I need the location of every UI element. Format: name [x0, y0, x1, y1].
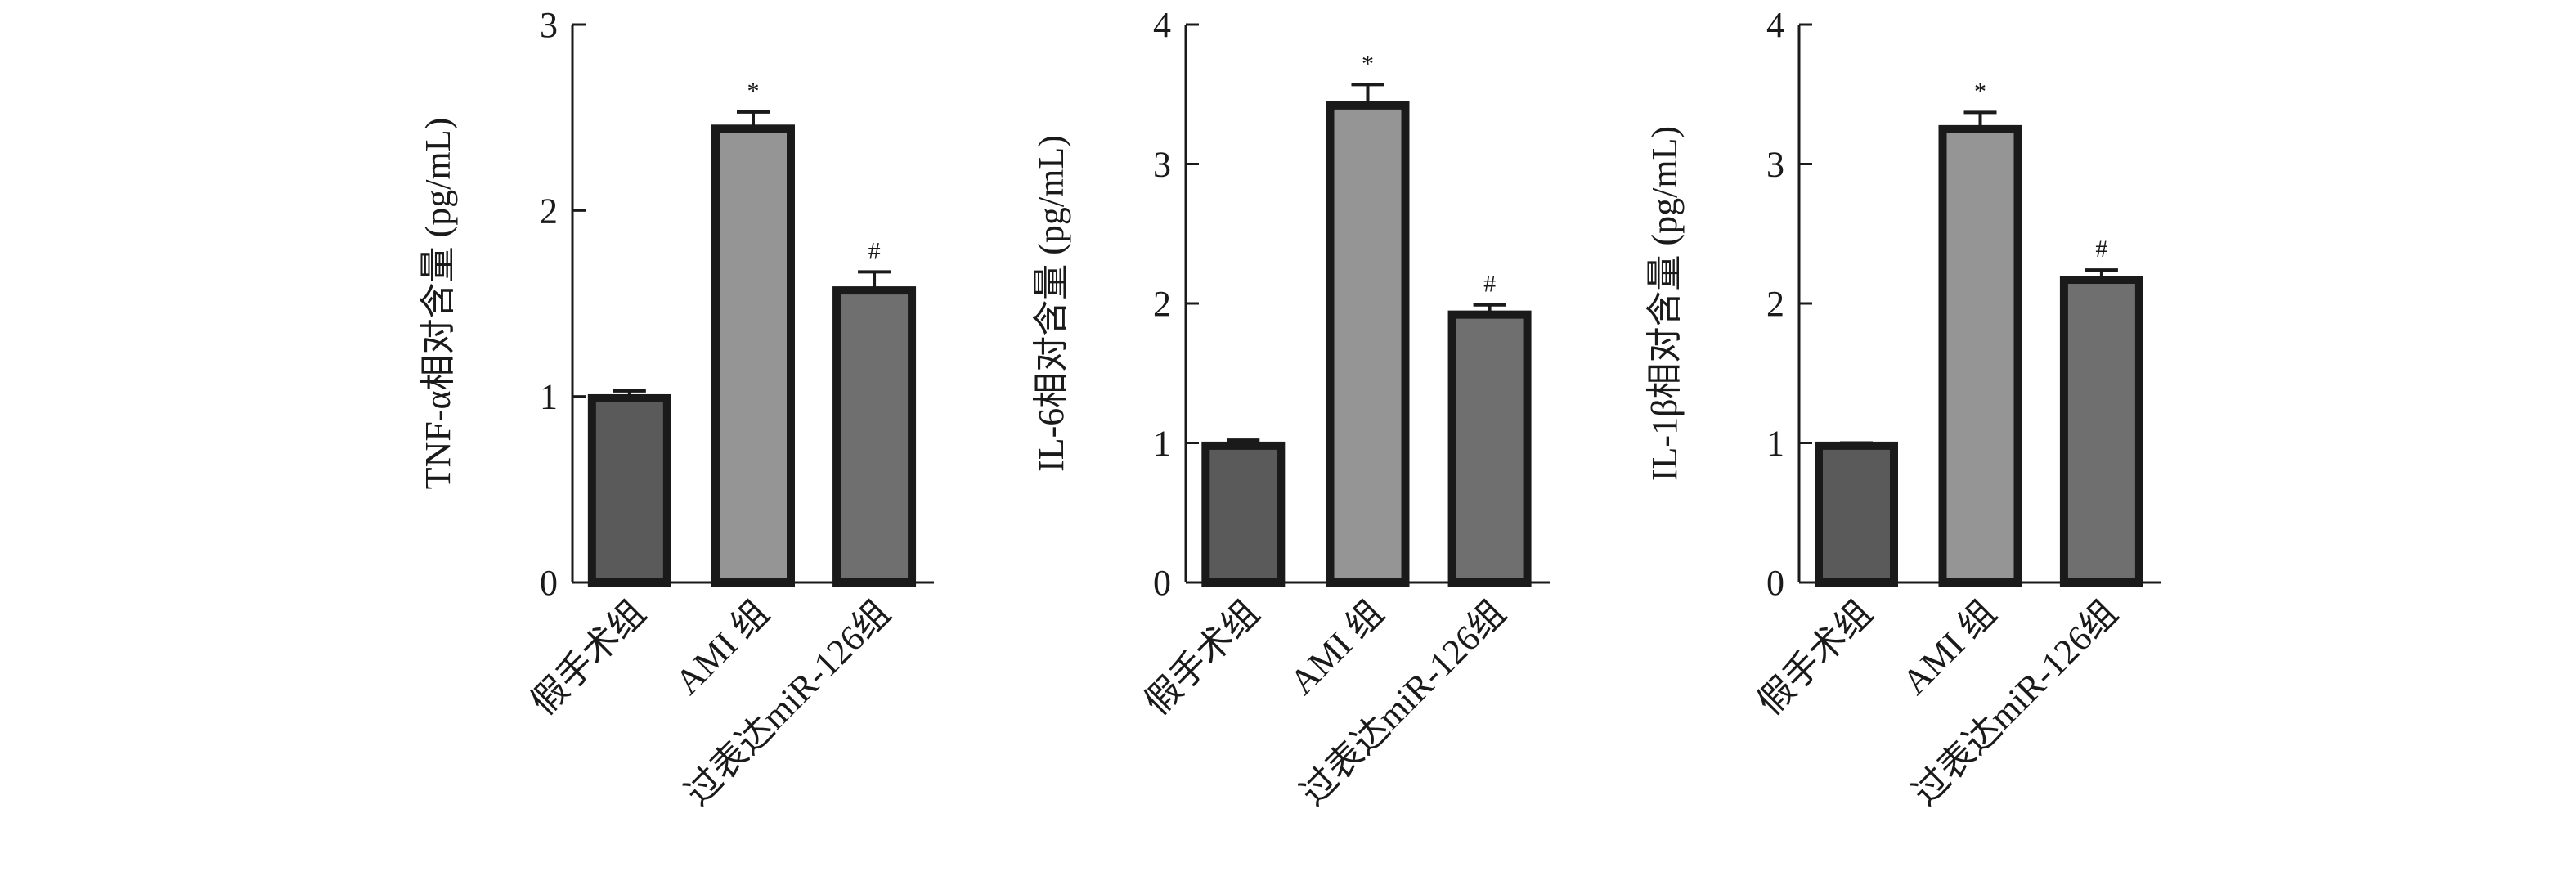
x-tick-label: AMI 组: [1282, 592, 1392, 702]
bar-3: [832, 286, 917, 587]
y-tick-label: 2: [1766, 284, 1784, 324]
chart-panel-3: 0 1 2 3 4 IL-1β相对含量 (pg/mL) 假手术组 * AMI 组 # 过表达miR-…: [1645, 5, 2161, 813]
x-tick-label: 过表达miR-126组: [1293, 592, 1514, 813]
x-tick-label: 过表达miR-126组: [1905, 592, 2125, 813]
x-tick-label: AMI 组: [667, 592, 777, 702]
chart-panel-1: 0 1 2 3 TNF-α相对含量 (pg/mL) 假手术组 * AMI 组 # 过表达miR-1…: [418, 5, 934, 813]
bar-2: [1326, 101, 1410, 587]
y-axis-title: IL-1β相对含量 (pg/mL): [1645, 126, 1685, 481]
significance-mark: *: [1362, 50, 1374, 77]
y-tick-label: 3: [540, 5, 558, 45]
y-tick-label: 1: [540, 377, 558, 417]
y-axis-title: IL-6相对含量 (pg/mL): [1031, 135, 1071, 472]
y-tick-label: 1: [1766, 424, 1784, 464]
bar-1: [1201, 441, 1286, 587]
y-tick-label: 0: [1766, 563, 1784, 603]
significance-mark: *: [747, 78, 760, 105]
y-tick-label: 1: [1153, 424, 1171, 464]
x-tick-label: 假手术组: [523, 592, 653, 722]
y-tick-label: 3: [1766, 145, 1784, 185]
y-tick-label: 3: [1153, 145, 1171, 185]
x-tick-label: 假手术组: [1750, 592, 1880, 722]
y-tick-label: 0: [540, 563, 558, 603]
significance-mark: #: [868, 237, 881, 264]
x-tick-label: 过表达miR-126组: [677, 592, 898, 813]
bar-1: [587, 393, 671, 587]
bar-1: [1814, 441, 1898, 587]
bar-3: [2059, 276, 2143, 587]
significance-mark: #: [1483, 271, 1496, 298]
bar-2: [1938, 124, 2022, 587]
y-axis-title: TNF-α相对含量 (pg/mL): [418, 118, 458, 489]
x-tick-label: 假手术组: [1137, 592, 1267, 722]
y-tick-label: 2: [540, 191, 558, 231]
significance-mark: #: [2095, 236, 2107, 263]
y-tick-label: 4: [1766, 5, 1784, 45]
chart-panel-2: 0 1 2 3 4 IL-6相对含量 (pg/mL) 假手术组 * AMI 组 # 过表达miR-1…: [1031, 5, 1550, 813]
y-tick-label: 4: [1153, 5, 1171, 45]
x-tick-label: AMI 组: [1895, 592, 2004, 702]
bar-2: [711, 124, 795, 587]
significance-mark: *: [1974, 78, 1986, 105]
y-tick-label: 0: [1153, 563, 1171, 603]
bar-3: [1447, 310, 1532, 587]
y-tick-label: 2: [1153, 284, 1171, 324]
